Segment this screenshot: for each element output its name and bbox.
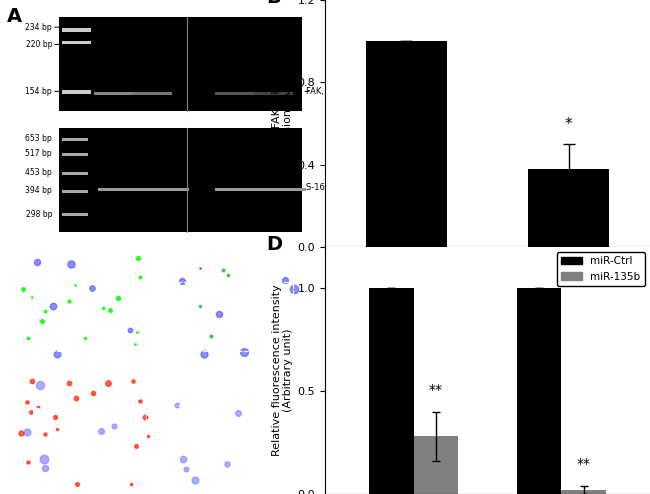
FancyBboxPatch shape: [62, 153, 88, 156]
FancyBboxPatch shape: [254, 92, 292, 95]
FancyBboxPatch shape: [62, 213, 88, 216]
FancyBboxPatch shape: [58, 17, 302, 111]
Text: miR-135b: miR-135b: [207, 252, 261, 262]
FancyBboxPatch shape: [62, 41, 91, 44]
Bar: [562, 490, 606, 494]
Y-axis label: Relative fluorescence intensity
(Arbitrary unit): Relative fluorescence intensity (Arbitra…: [272, 285, 294, 456]
Text: 394 bp: 394 bp: [25, 186, 52, 195]
FancyBboxPatch shape: [62, 172, 88, 175]
Bar: [517, 288, 562, 494]
Text: A: A: [6, 7, 21, 26]
FancyBboxPatch shape: [62, 138, 88, 141]
FancyBboxPatch shape: [62, 90, 91, 94]
FancyBboxPatch shape: [214, 188, 260, 192]
Text: miR-Ctrl: miR-Ctrl: [68, 252, 114, 262]
Text: 653 bp: 653 bp: [25, 134, 52, 143]
Text: **: **: [577, 457, 590, 471]
Text: 517 bp: 517 bp: [25, 149, 52, 158]
FancyBboxPatch shape: [62, 190, 88, 193]
Text: 220 bp: 220 bp: [25, 40, 52, 49]
FancyBboxPatch shape: [58, 128, 302, 232]
Legend: miR-Ctrl, miR-135b: miR-Ctrl, miR-135b: [557, 252, 645, 286]
Text: FAK, 156 bp: FAK, 156 bp: [306, 87, 356, 96]
FancyBboxPatch shape: [260, 188, 306, 192]
Bar: [365, 41, 447, 247]
Text: 154 bp: 154 bp: [25, 87, 52, 96]
Text: 453 bp: 453 bp: [25, 168, 52, 177]
Text: D: D: [266, 235, 283, 253]
Bar: [369, 288, 413, 494]
FancyBboxPatch shape: [143, 188, 188, 192]
Text: **: **: [429, 383, 443, 397]
FancyBboxPatch shape: [133, 92, 172, 95]
Text: *: *: [565, 117, 573, 132]
FancyBboxPatch shape: [98, 188, 143, 192]
Text: B: B: [266, 0, 281, 6]
Text: S-16, 385 bp: S-16, 385 bp: [306, 183, 359, 192]
FancyBboxPatch shape: [214, 92, 254, 95]
Text: 298 bp: 298 bp: [25, 210, 52, 219]
Y-axis label: Relative FAK mRNA
expression level: Relative FAK mRNA expression level: [272, 70, 293, 177]
Bar: [413, 436, 458, 494]
Text: C: C: [6, 254, 21, 273]
FancyBboxPatch shape: [62, 29, 91, 32]
FancyBboxPatch shape: [94, 92, 133, 95]
Bar: [528, 169, 610, 247]
Text: 234 bp: 234 bp: [25, 23, 52, 32]
